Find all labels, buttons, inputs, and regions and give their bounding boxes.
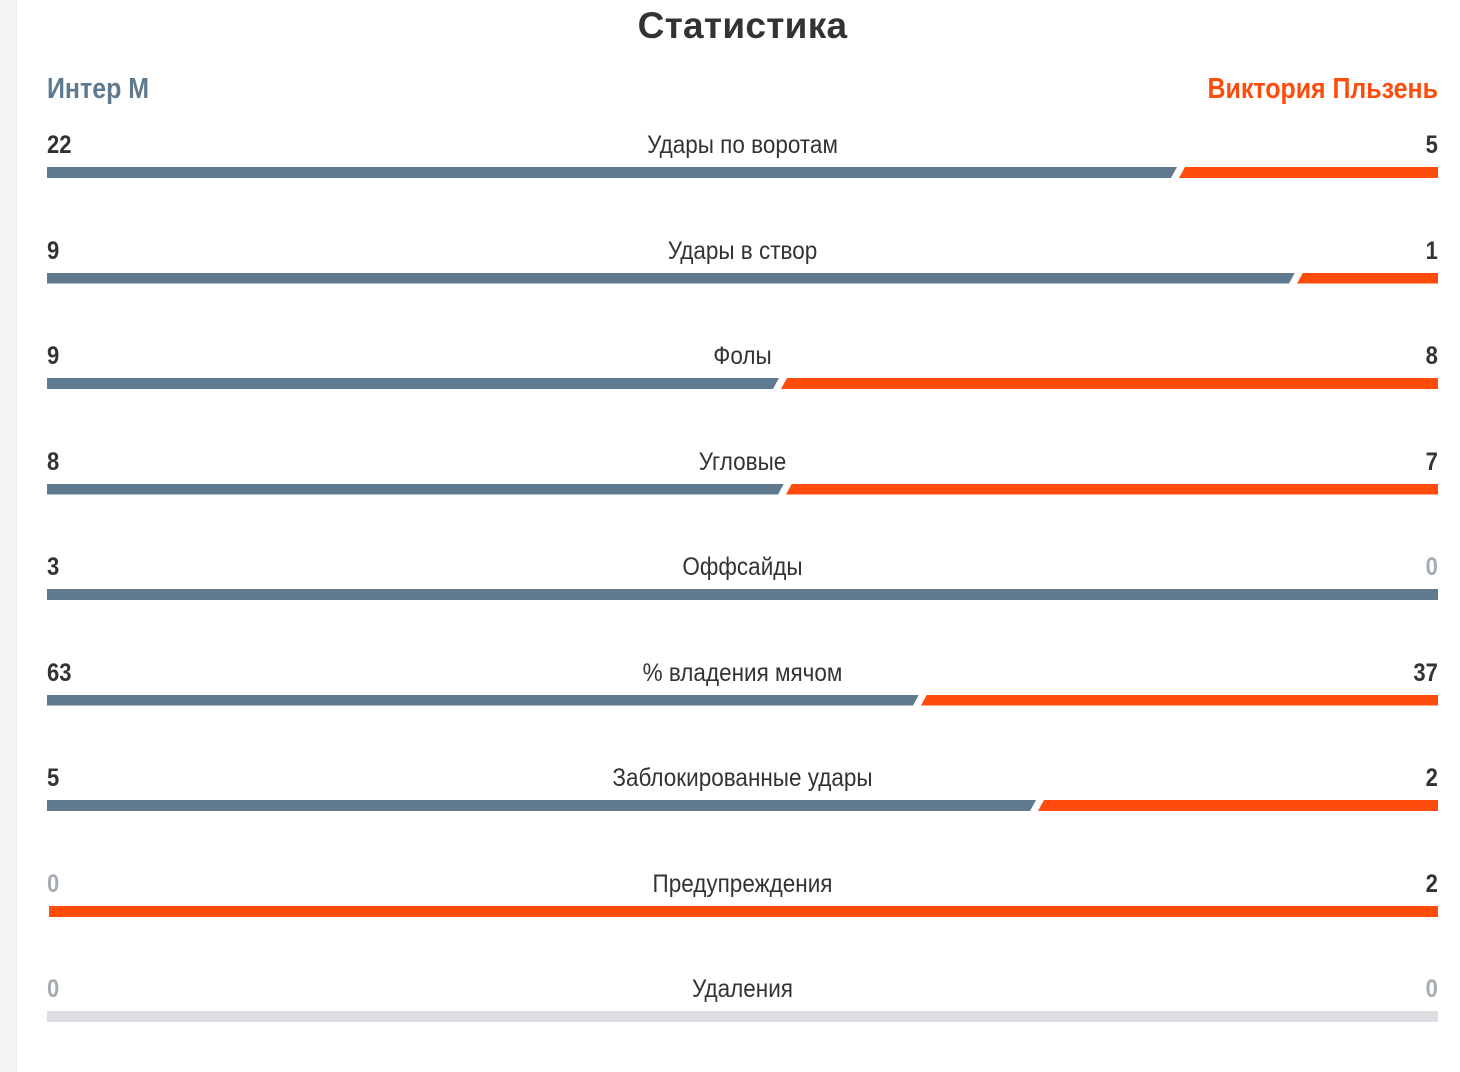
match-statistics-panel: Статистика Интер М Виктория Пльзень 22 Уд… [47, 0, 1438, 1072]
away-stat-value: 7 [1425, 447, 1438, 476]
home-stat-value: 8 [47, 447, 60, 476]
home-stat-value: 5 [47, 764, 60, 792]
away-bar-segment [781, 378, 1438, 389]
home-stat-value: 9 [47, 236, 60, 265]
stat-comparison-bar [47, 589, 1438, 600]
home-stat-value: 0 [47, 975, 60, 1003]
stat-comparison-bar [47, 905, 1438, 917]
stat-row: 8 Угловые 7 [47, 447, 1438, 517]
away-bar-segment [786, 483, 1438, 495]
statistics-title: Статистика [637, 5, 848, 46]
stat-label: Фолы [713, 342, 772, 370]
stat-comparison-bar [47, 1011, 1438, 1022]
away-bar-segment [1297, 272, 1438, 284]
home-team-name: Интер М [47, 73, 150, 105]
stat-row: 3 Оффсайды 0 [47, 552, 1438, 622]
away-team-name: Виктория Пльзень [1207, 73, 1438, 105]
stat-label: Оффсайды [682, 553, 803, 581]
stat-row: 63 % владения мячом 37 [47, 658, 1438, 728]
stat-label: Предупреждения [652, 869, 833, 898]
home-bar-segment [47, 800, 1036, 811]
home-bar-segment [47, 378, 779, 389]
away-stat-value: 5 [1425, 131, 1438, 159]
stat-row: 22 Удары по воротам 5 [47, 130, 1438, 200]
stat-row: 9 Удары в створ 1 [47, 236, 1438, 306]
away-stat-value: 0 [1425, 553, 1438, 581]
stat-label: Угловые [698, 447, 787, 476]
home-stat-value: 3 [47, 553, 60, 581]
away-stat-value: 2 [1425, 764, 1438, 792]
home-bar-segment [47, 589, 1438, 600]
stat-label: Удаления [691, 975, 793, 1003]
home-stat-value: 0 [47, 869, 60, 898]
stat-comparison-bar [47, 483, 1438, 495]
home-stat-value: 9 [47, 342, 60, 370]
away-bar-segment [1179, 167, 1438, 178]
away-bar-segment [49, 905, 1438, 917]
home-bar-segment [47, 273, 1295, 284]
away-stat-value: 1 [1425, 236, 1438, 265]
home-bar-segment [47, 695, 919, 706]
away-stat-value: 2 [1425, 869, 1438, 898]
away-bar-segment [921, 694, 1438, 706]
stat-row: 0 Удаления 0 [47, 974, 1438, 1044]
home-stat-value: 63 [47, 658, 72, 687]
left-panel-edge [0, 0, 17, 1072]
stat-comparison-bar [47, 272, 1438, 284]
away-stat-value: 0 [1425, 975, 1438, 1003]
empty-bar [47, 1011, 1438, 1022]
away-stat-value: 8 [1425, 342, 1438, 370]
stat-comparison-bar [47, 800, 1438, 811]
stat-label: Удары по воротам [647, 131, 838, 159]
stat-row: 9 Фолы 8 [47, 341, 1438, 411]
stat-row: 0 Предупреждения 2 [47, 869, 1438, 939]
stat-label: Заблокированные удары [612, 764, 873, 792]
stat-row: 5 Заблокированные удары 2 [47, 763, 1438, 833]
away-bar-segment [1038, 800, 1438, 811]
stat-comparison-bar [47, 167, 1438, 178]
home-bar-segment [47, 484, 784, 495]
stat-comparison-bar [47, 694, 1438, 706]
stat-label: Удары в створ [667, 236, 818, 265]
stat-comparison-bar [47, 378, 1438, 389]
away-stat-value: 37 [1413, 658, 1438, 687]
home-stat-value: 22 [47, 131, 72, 159]
home-bar-segment [47, 167, 1177, 178]
stat-label: % владения мячом [642, 658, 843, 687]
